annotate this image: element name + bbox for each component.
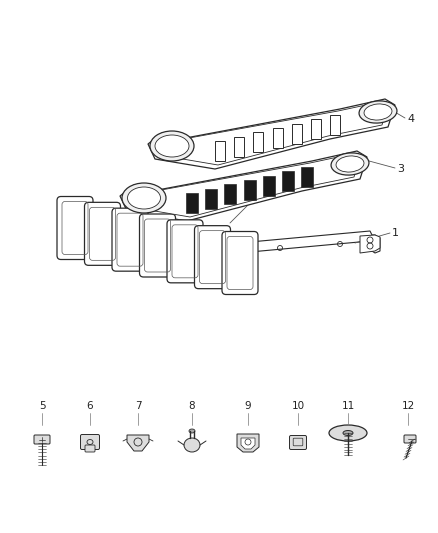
Polygon shape bbox=[311, 119, 321, 140]
Polygon shape bbox=[120, 151, 367, 221]
Polygon shape bbox=[253, 132, 263, 152]
Polygon shape bbox=[360, 235, 380, 253]
Polygon shape bbox=[282, 172, 294, 191]
FancyBboxPatch shape bbox=[57, 197, 93, 260]
Text: 1: 1 bbox=[392, 228, 399, 238]
Ellipse shape bbox=[189, 429, 195, 433]
Ellipse shape bbox=[359, 101, 397, 123]
Polygon shape bbox=[237, 434, 259, 452]
Polygon shape bbox=[160, 102, 388, 165]
Ellipse shape bbox=[331, 153, 369, 175]
Polygon shape bbox=[263, 176, 275, 196]
FancyBboxPatch shape bbox=[85, 203, 120, 265]
FancyBboxPatch shape bbox=[167, 220, 203, 283]
Text: 4: 4 bbox=[407, 114, 414, 124]
Polygon shape bbox=[301, 167, 313, 187]
Ellipse shape bbox=[155, 135, 189, 157]
FancyBboxPatch shape bbox=[112, 208, 148, 271]
FancyBboxPatch shape bbox=[222, 231, 258, 295]
Text: 9: 9 bbox=[245, 401, 251, 411]
Text: 5: 5 bbox=[39, 401, 45, 411]
Polygon shape bbox=[244, 180, 255, 200]
FancyBboxPatch shape bbox=[290, 435, 307, 449]
FancyBboxPatch shape bbox=[139, 214, 176, 277]
Polygon shape bbox=[224, 184, 236, 204]
Ellipse shape bbox=[150, 131, 194, 161]
Polygon shape bbox=[127, 435, 149, 451]
Text: 11: 11 bbox=[341, 401, 355, 411]
Polygon shape bbox=[215, 141, 225, 161]
Polygon shape bbox=[108, 231, 380, 265]
Ellipse shape bbox=[343, 431, 353, 435]
Polygon shape bbox=[292, 124, 302, 144]
Text: 6: 6 bbox=[87, 401, 93, 411]
FancyBboxPatch shape bbox=[81, 434, 99, 449]
Ellipse shape bbox=[329, 425, 367, 441]
Text: 3: 3 bbox=[397, 164, 404, 174]
Polygon shape bbox=[330, 115, 340, 135]
Text: 7: 7 bbox=[135, 401, 141, 411]
Ellipse shape bbox=[336, 156, 364, 172]
Ellipse shape bbox=[127, 187, 160, 209]
Polygon shape bbox=[272, 128, 283, 148]
Polygon shape bbox=[234, 136, 244, 157]
Text: 12: 12 bbox=[401, 401, 415, 411]
FancyBboxPatch shape bbox=[85, 445, 95, 452]
Polygon shape bbox=[148, 99, 395, 169]
Ellipse shape bbox=[364, 104, 392, 120]
FancyBboxPatch shape bbox=[404, 435, 416, 443]
FancyBboxPatch shape bbox=[34, 435, 50, 444]
Polygon shape bbox=[205, 189, 217, 208]
Ellipse shape bbox=[184, 438, 200, 452]
Polygon shape bbox=[241, 438, 255, 449]
Ellipse shape bbox=[122, 183, 166, 213]
Polygon shape bbox=[132, 154, 360, 217]
Text: 8: 8 bbox=[189, 401, 195, 411]
FancyBboxPatch shape bbox=[194, 225, 230, 289]
Text: 10: 10 bbox=[291, 401, 304, 411]
Text: 2: 2 bbox=[244, 191, 251, 201]
Polygon shape bbox=[186, 193, 198, 213]
